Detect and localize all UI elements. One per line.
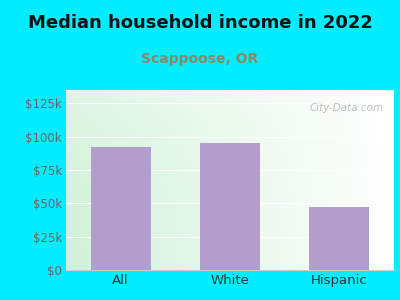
Bar (200, 143, 260, 270)
Text: Scappoose, OR: Scappoose, OR (141, 52, 259, 67)
Text: Median household income in 2022: Median household income in 2022 (28, 14, 372, 32)
Text: City-Data.com: City-Data.com (310, 103, 384, 112)
Bar (90, 147, 151, 270)
Bar (309, 207, 370, 270)
